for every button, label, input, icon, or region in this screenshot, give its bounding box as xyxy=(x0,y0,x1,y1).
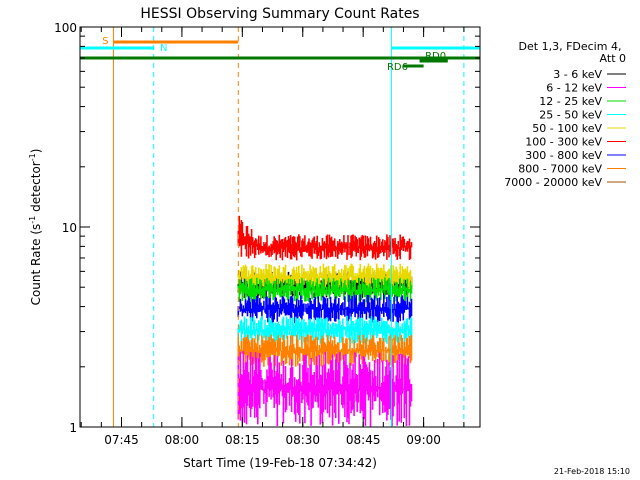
legend-header: Det 1,3, FDecim 4, xyxy=(519,40,622,53)
legend-label: 100 - 300 keV xyxy=(525,136,602,149)
x-tick-label: 08:00 xyxy=(165,433,200,447)
x-axis-label: Start Time (19-Feb-18 07:34:42) xyxy=(183,456,377,470)
status-bar-label: N xyxy=(160,43,167,54)
legend-label: 50 - 100 keV xyxy=(532,122,602,135)
series-12-25-kev xyxy=(237,277,413,303)
series-100-300-kev xyxy=(237,215,413,261)
status-bar-label: RD6 xyxy=(387,62,408,73)
status-bar-label: RD0 xyxy=(425,51,446,62)
legend-label: 3 - 6 keV xyxy=(553,68,602,81)
legend-label: 300 - 800 keV xyxy=(525,149,602,162)
legend-label: 7000 - 20000 keV xyxy=(504,176,602,189)
y-axis-label: Count Rate (s-1 detector-1) xyxy=(28,149,43,306)
y-label-sup-2: -1 xyxy=(28,153,37,161)
y-tick-label: 1 xyxy=(69,421,77,435)
series-300-800-kev xyxy=(237,294,413,324)
y-label-mid: detector xyxy=(29,161,43,216)
y-tick-label: 10 xyxy=(62,221,77,235)
status-bar-label: S xyxy=(102,36,108,47)
x-tick-label: 08:15 xyxy=(225,433,260,447)
y-tick-label: 100 xyxy=(54,21,77,35)
x-tick-label: 07:45 xyxy=(104,433,139,447)
y-label-sup-1: -1 xyxy=(28,216,37,224)
x-tick-label: 09:00 xyxy=(406,433,441,447)
legend-label: 800 - 7000 keV xyxy=(518,163,602,176)
x-tick-label: 08:30 xyxy=(285,433,320,447)
legend-label: 25 - 50 keV xyxy=(539,109,602,122)
y-label-main: Count Rate (s xyxy=(29,224,43,306)
x-tick-label: 08:45 xyxy=(346,433,381,447)
series-25-50-kev xyxy=(237,315,413,344)
y-label-end: ) xyxy=(29,149,43,154)
chart-marks: S N RD0 RD6 xyxy=(80,27,480,427)
x-axis-ticks: 07:45 08:00 08:15 08:30 08:45 09:00 xyxy=(80,27,465,447)
y-axis-ticks: 1 10 100 xyxy=(54,21,480,435)
chart-title: HESSI Observing Summary Count Rates xyxy=(140,6,419,22)
legend-label: 12 - 25 keV xyxy=(539,95,602,108)
footer-date: 21-Feb-2018 15:10 xyxy=(554,467,630,476)
series-6-12-kev xyxy=(237,351,413,427)
series-800-7000-kev xyxy=(237,334,413,367)
legend-label: 6 - 12 keV xyxy=(546,82,602,95)
legend-header: Att 0 xyxy=(600,52,626,65)
